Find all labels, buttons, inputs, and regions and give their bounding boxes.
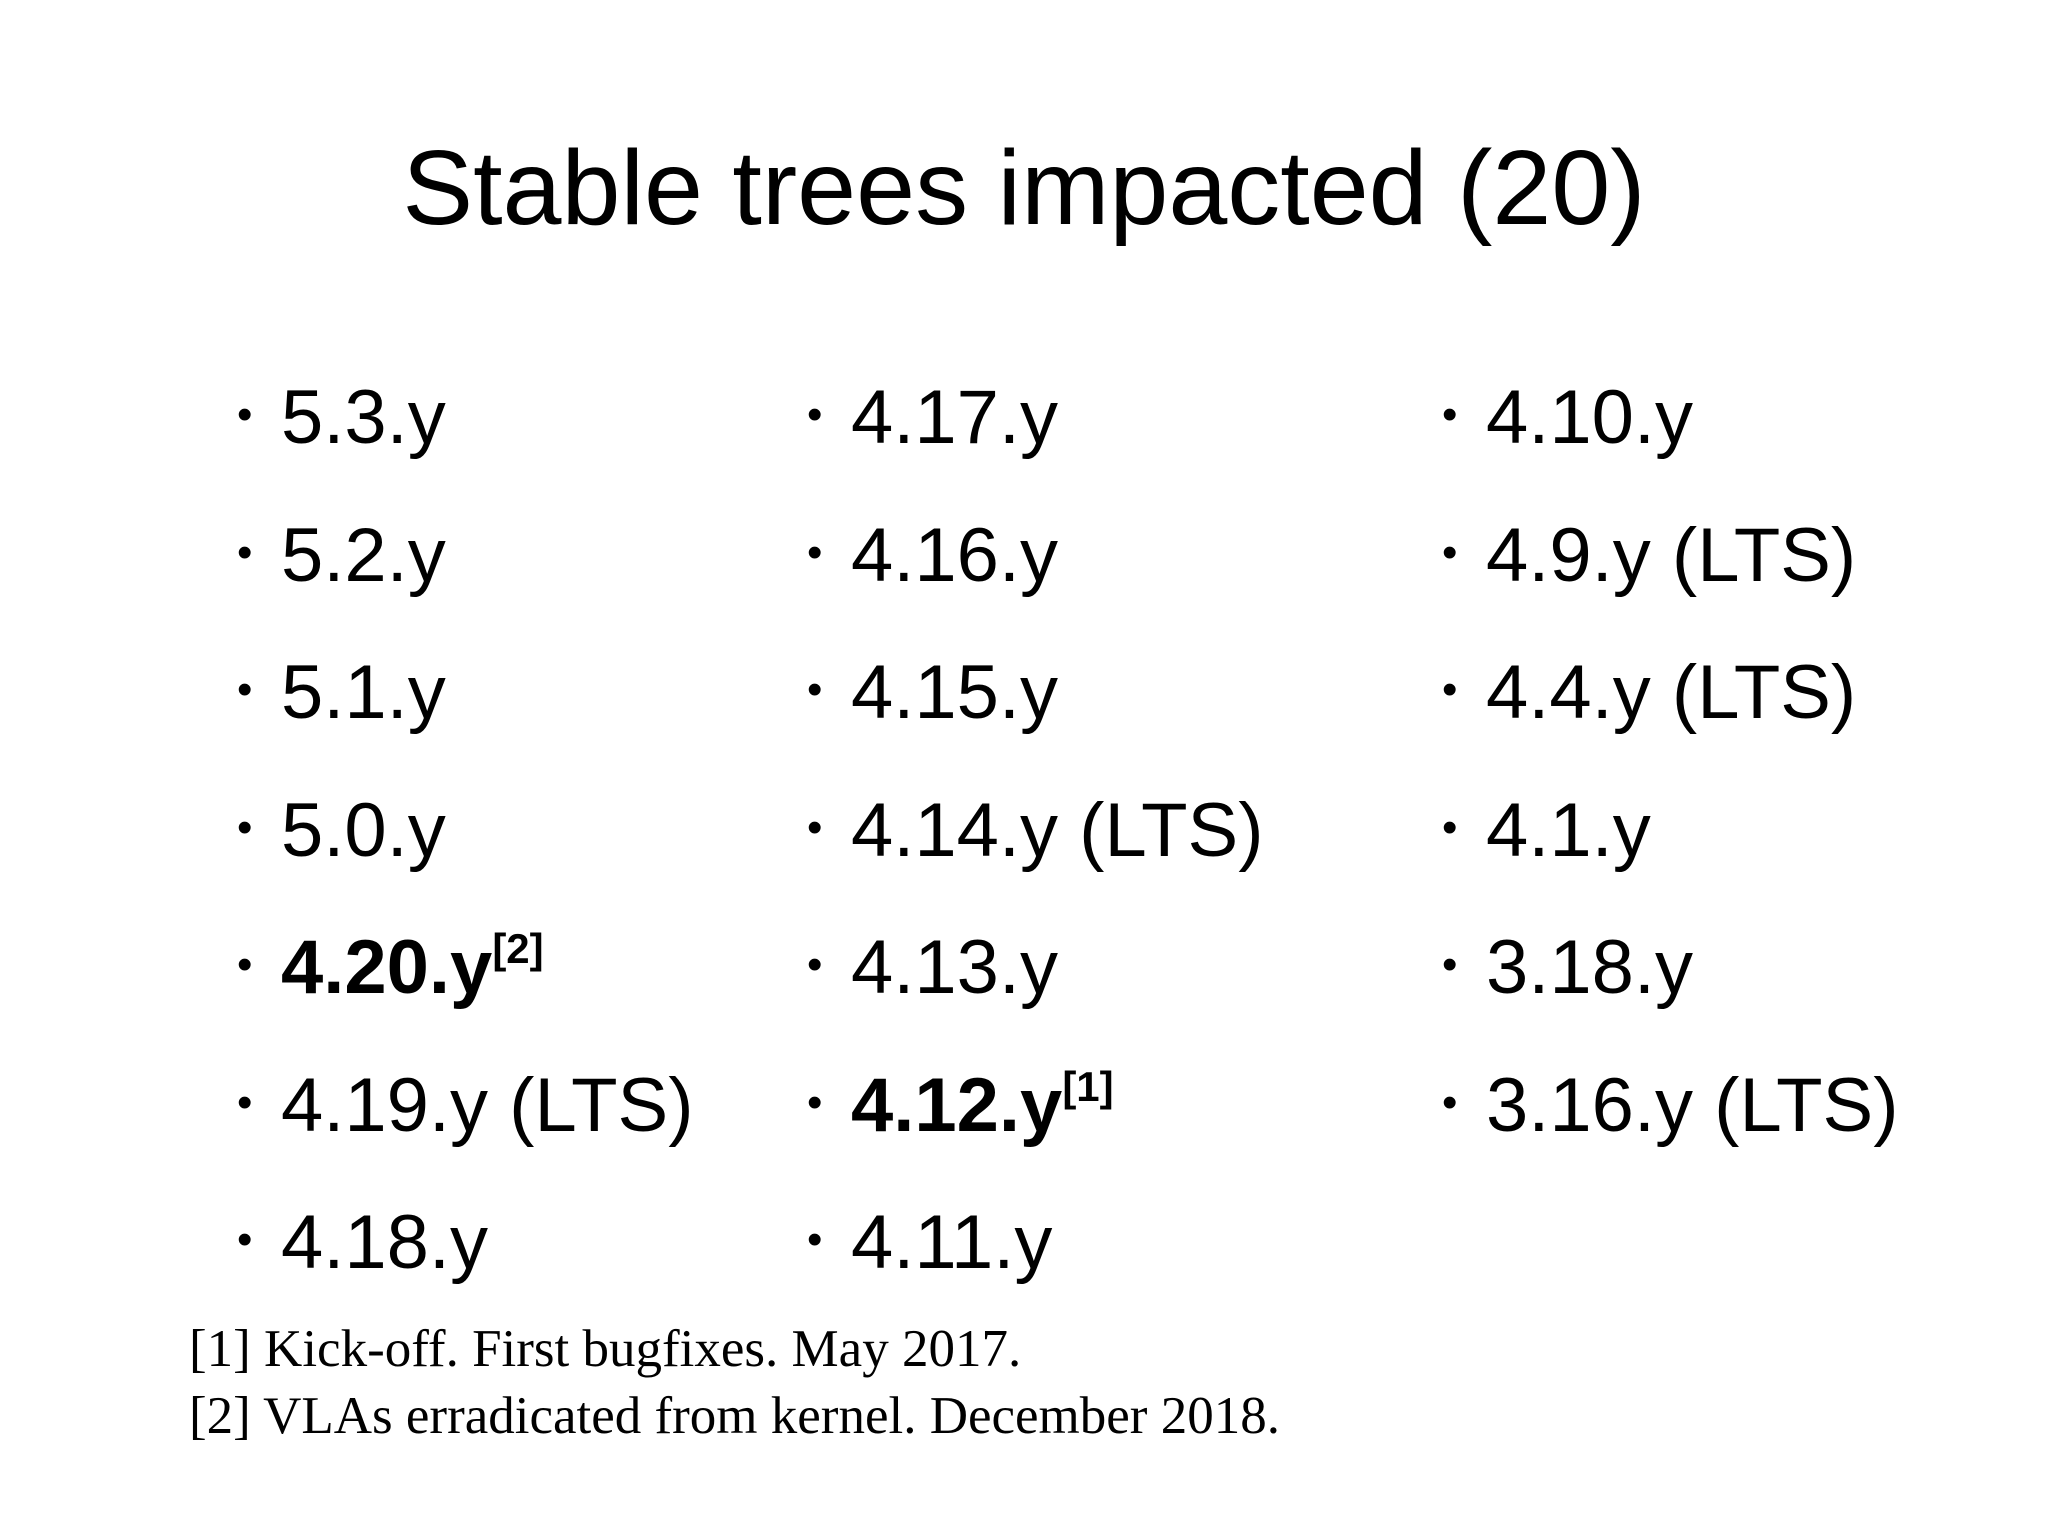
bullet-icon: • — [807, 665, 823, 714]
footnote-reference: [2] — [492, 925, 544, 972]
tree-column-1: • 5.3.y • 5.2.y • 5.1.y • 5.0.y • 4.20.y[2] • 4.19.… — [237, 360, 694, 1323]
slide-title: Stable trees impacted (20) — [402, 129, 1646, 247]
tree-list-item: • 4.4.y (LTS) — [1442, 635, 1899, 773]
bullet-icon: • — [1442, 527, 1458, 577]
tree-list-item: • 4.20.y[2] — [237, 910, 694, 1048]
tree-list-item: • 5.3.y — [237, 360, 694, 498]
tree-version-label: 5.0.y — [281, 787, 446, 873]
bullet-icon: • — [807, 527, 823, 577]
tree-column-3: • 4.10.y • 4.9.y (LTS) • 4.4.y (LTS) • 4.1.y • 3.… — [1442, 360, 1899, 1185]
bullet-icon: • — [807, 1077, 823, 1127]
tree-list-item: • 4.15.y — [807, 635, 1264, 773]
tree-list-item: • 4.9.y (LTS) — [1442, 498, 1899, 636]
bullet-icon: • — [237, 390, 253, 439]
tree-version-label: 4.18.y — [281, 1200, 489, 1285]
tree-list-item: • 3.16.y (LTS) — [1442, 1048, 1899, 1186]
tree-list-item: • 4.16.y — [807, 498, 1264, 636]
tree-version-label: 4.16.y — [851, 512, 1059, 598]
tree-version-label: 4.14.y (LTS) — [851, 787, 1264, 873]
bullet-icon: • — [237, 665, 253, 714]
tree-list-item: • 4.1.y — [1442, 773, 1899, 911]
tree-version-label: 5.2.y — [281, 512, 446, 598]
stable-trees-columns: • 5.3.y • 5.2.y • 5.1.y • 5.0.y • 4.20.y[2] • 4.19.… — [0, 360, 2048, 1320]
tree-version-label: 5.1.y — [281, 650, 446, 735]
tree-version-label: 4.13.y — [851, 925, 1059, 1010]
tree-list-item: • 4.13.y — [807, 910, 1264, 1048]
bullet-icon: • — [807, 1215, 823, 1264]
tree-version-label: 4.11.y — [851, 1200, 1053, 1285]
tree-version-label: 5.3.y — [281, 375, 446, 460]
bullet-icon: • — [237, 940, 253, 989]
tree-version-label: 4.1.y — [1486, 787, 1651, 873]
bullet-icon: • — [237, 802, 253, 852]
footnote-1: [1] Kick-off. First bugfixes. May 2017. — [189, 1320, 1022, 1378]
tree-version-label: 4.20.y — [281, 925, 493, 1010]
footnote-reference: [1] — [1062, 1062, 1114, 1110]
bullet-icon: • — [237, 1077, 253, 1127]
bullet-icon: • — [807, 940, 823, 989]
tree-list-item: • 4.11.y — [807, 1185, 1264, 1323]
tree-version-label: 4.12.y — [851, 1062, 1063, 1148]
tree-list-item: • 4.19.y (LTS) — [237, 1048, 694, 1186]
tree-list-item: • 5.2.y — [237, 498, 694, 636]
bullet-icon: • — [1442, 1077, 1458, 1127]
tree-list-item: • 4.14.y (LTS) — [807, 773, 1264, 911]
tree-version-label: 4.15.y — [851, 650, 1059, 735]
tree-list-item: • 5.1.y — [237, 635, 694, 773]
tree-version-label: 4.9.y (LTS) — [1486, 512, 1857, 598]
tree-list-item: • 4.17.y — [807, 360, 1264, 498]
bullet-icon: • — [807, 390, 823, 439]
tree-version-label: 4.19.y (LTS) — [281, 1062, 694, 1148]
bullet-icon: • — [1442, 940, 1458, 989]
tree-version-label: 3.16.y (LTS) — [1486, 1062, 1899, 1148]
tree-version-label: 4.17.y — [851, 375, 1059, 460]
bullet-icon: • — [237, 527, 253, 577]
tree-list-item: • 4.10.y — [1442, 360, 1899, 498]
tree-list-item: • 5.0.y — [237, 773, 694, 911]
footnote-2: [2] VLAs erradicated from kernel. Decemb… — [189, 1387, 1280, 1445]
tree-version-label: 4.4.y (LTS) — [1486, 650, 1857, 735]
bullet-icon: • — [1442, 665, 1458, 714]
tree-list-item: • 3.18.y — [1442, 910, 1899, 1048]
tree-version-label: 3.18.y — [1486, 925, 1694, 1010]
tree-column-2: • 4.17.y • 4.16.y • 4.15.y • 4.14.y (LTS) • 4.13.… — [807, 360, 1264, 1323]
bullet-icon: • — [1442, 802, 1458, 852]
tree-list-item: • 4.18.y — [237, 1185, 694, 1323]
footnotes: [1] Kick-off. First bugfixes. May 2017. … — [189, 1316, 1280, 1450]
tree-list-item: • 4.12.y[1] — [807, 1048, 1264, 1186]
bullet-icon: • — [807, 802, 823, 852]
tree-version-label: 4.10.y — [1486, 375, 1694, 460]
bullet-icon: • — [237, 1215, 253, 1264]
bullet-icon: • — [1442, 390, 1458, 439]
